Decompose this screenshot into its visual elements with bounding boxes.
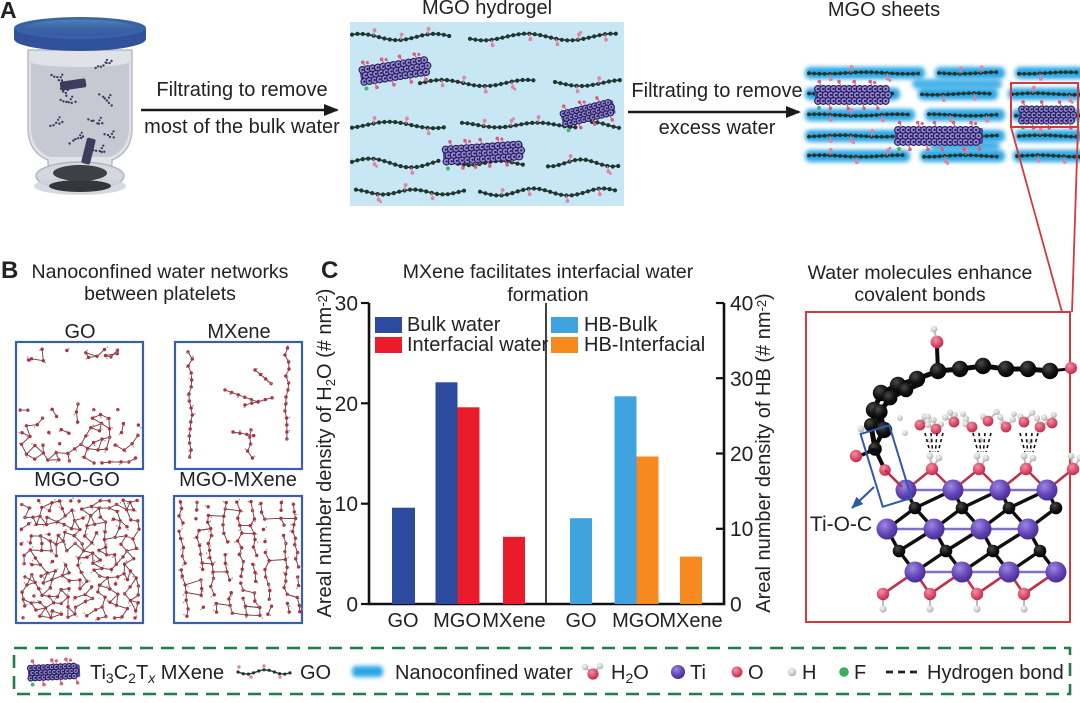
svg-text:F: F <box>854 662 866 684</box>
svg-text:C: C <box>321 257 338 284</box>
svg-text:HB-Bulk: HB-Bulk <box>584 314 658 336</box>
svg-text:GO: GO <box>300 662 331 684</box>
svg-text:HB-Interfacial: HB-Interfacial <box>584 334 705 356</box>
svg-text:Nanoconfined water networks: Nanoconfined water networks <box>32 261 289 283</box>
svg-text:MGO-MXene: MGO-MXene <box>179 469 297 491</box>
svg-text:O: O <box>748 662 764 684</box>
svg-text:30: 30 <box>730 368 753 391</box>
svg-text:MGO hydrogel: MGO hydrogel <box>422 0 552 19</box>
svg-text:MXene: MXene <box>482 610 545 632</box>
svg-text:GO: GO <box>387 610 418 632</box>
svg-text:Areal number density of HB (#: Areal number density of HB (# nm-2) <box>753 293 775 612</box>
svg-text:most of the bulk water: most of the bulk water <box>144 116 340 138</box>
svg-text:Nanoconfined water: Nanoconfined water <box>395 662 573 684</box>
svg-text:30: 30 <box>335 293 358 316</box>
svg-text:Filtrating to remove: Filtrating to remove <box>156 79 327 101</box>
svg-text:10: 10 <box>730 518 753 541</box>
svg-text:MXene: MXene <box>659 610 722 632</box>
svg-text:B: B <box>1 257 18 284</box>
svg-text:Ti: Ti <box>690 662 706 684</box>
svg-text:Interfacial water: Interfacial water <box>407 334 549 356</box>
svg-text:A: A <box>0 0 17 23</box>
svg-text:20: 20 <box>335 393 358 416</box>
svg-text:40: 40 <box>730 293 753 316</box>
svg-text:0: 0 <box>346 594 358 617</box>
svg-text:excess water: excess water <box>659 117 776 139</box>
svg-text:MGO sheets: MGO sheets <box>828 0 940 21</box>
svg-text:MGO: MGO <box>612 610 660 632</box>
svg-text:20: 20 <box>730 443 753 466</box>
svg-text:Areal number density of H2O (#: Areal number density of H2O (# nm-2) <box>314 289 338 618</box>
svg-text:Bulk water: Bulk water <box>407 314 501 336</box>
svg-text:10: 10 <box>335 493 358 516</box>
svg-text:Water molecules enhance: Water molecules enhance <box>808 262 1033 284</box>
svg-text:MXene: MXene <box>207 321 270 343</box>
svg-text:between platelets: between platelets <box>84 283 236 305</box>
svg-text:formation: formation <box>507 284 588 306</box>
svg-text:Hydrogen bond: Hydrogen bond <box>927 662 1064 684</box>
svg-text:covalent bonds: covalent bonds <box>854 284 985 306</box>
svg-text:MGO: MGO <box>433 610 481 632</box>
svg-text:MXene facilitates interfacial: MXene facilitates interfacial water <box>403 261 694 283</box>
svg-text:Ti-O-C: Ti-O-C <box>810 513 872 536</box>
svg-text:Filtrating to remove: Filtrating to remove <box>631 80 802 102</box>
svg-text:GO: GO <box>565 610 596 632</box>
svg-text:H: H <box>802 662 816 684</box>
svg-text:GO: GO <box>64 321 95 343</box>
svg-text:MGO-GO: MGO-GO <box>34 469 120 491</box>
svg-text:0: 0 <box>730 594 742 617</box>
